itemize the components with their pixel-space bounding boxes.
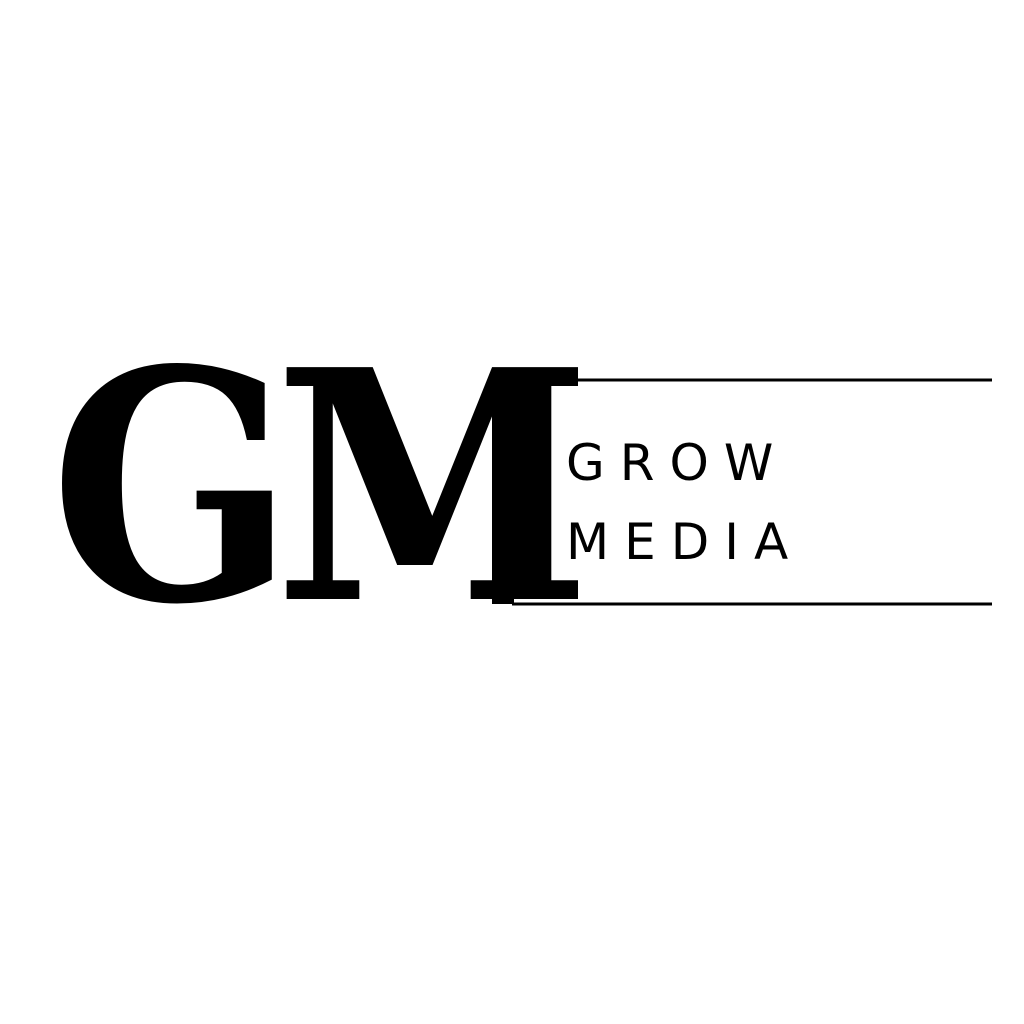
logo-frame-stem [492,380,514,604]
logo-monogram: GM [50,300,591,674]
logo-frame-bracket [492,378,992,606]
logo-wordmark-media: MEDIA [566,513,804,571]
logo-wordmark-grow: GROW [566,434,789,492]
